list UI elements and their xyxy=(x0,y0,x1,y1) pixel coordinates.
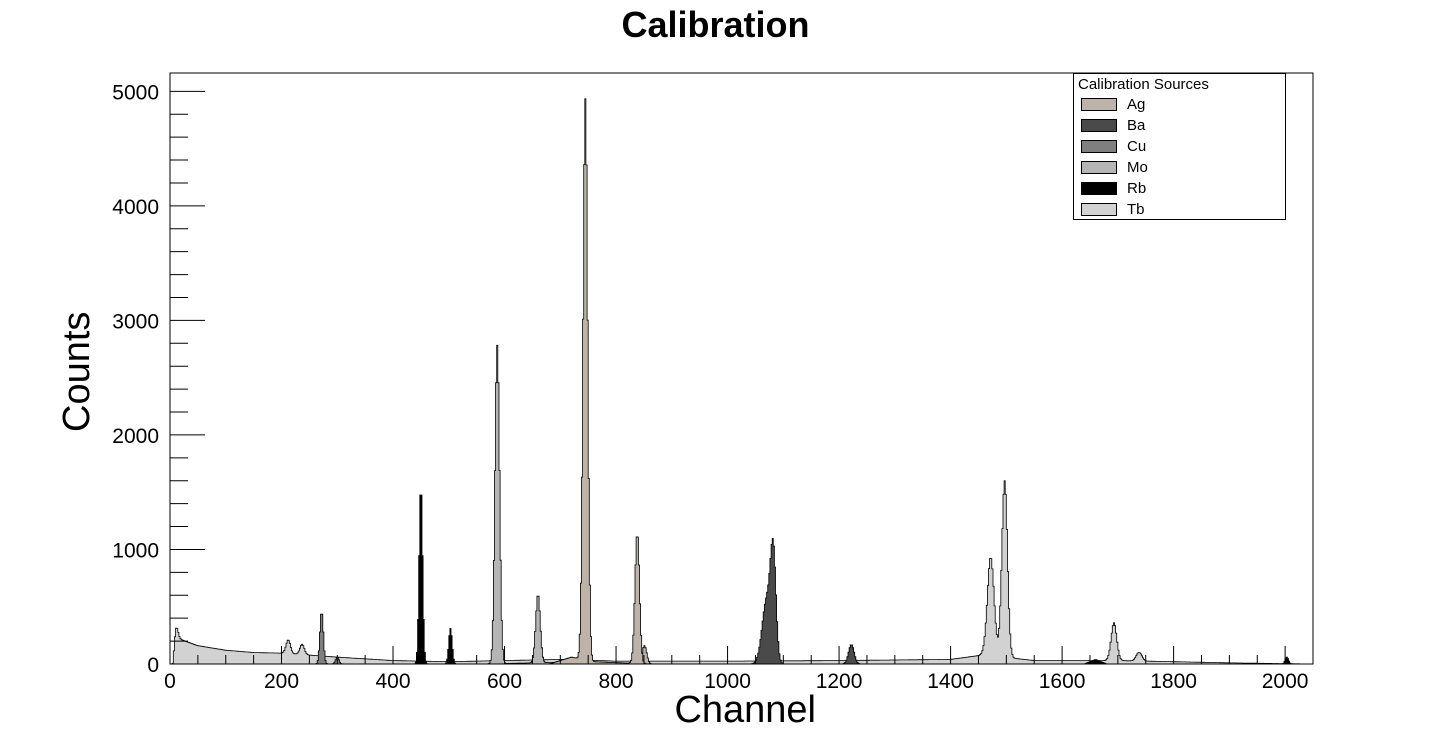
y-tick-label: 2000 xyxy=(112,425,159,448)
series-mo xyxy=(170,344,1309,665)
x-tick-label: 600 xyxy=(487,670,522,693)
legend: Calibration Sources Ag Ba Cu Mo Rb Tb xyxy=(1073,73,1286,220)
y-tick-label: 3000 xyxy=(112,310,159,333)
x-tick-label: 800 xyxy=(599,670,634,693)
legend-entry-rb: Rb xyxy=(1081,180,1281,198)
legend-label: Cu xyxy=(1127,138,1147,155)
series-tb xyxy=(170,480,1309,665)
legend-entry-ba: Ba xyxy=(1081,117,1281,135)
series-rb xyxy=(170,494,1309,665)
x-tick-label: 2000 xyxy=(1262,670,1309,693)
chart-title: Calibration xyxy=(621,4,810,45)
legend-entry-mo: Mo xyxy=(1081,159,1281,177)
series-ba xyxy=(170,538,1309,665)
legend-label: Ba xyxy=(1127,117,1146,134)
x-tick-label: 200 xyxy=(264,670,299,693)
x-axis: 0 200 400 600 800 1000 1200 1400 1600 1800 2000 xyxy=(164,646,1314,693)
plot-frame xyxy=(169,72,1314,665)
legend-swatch xyxy=(1081,203,1117,216)
x-tick-label: 1800 xyxy=(1150,670,1197,693)
y-tick-label: 5000 xyxy=(112,81,159,104)
x-tick-label: 1600 xyxy=(1039,670,1086,693)
legend-title: Calibration Sources xyxy=(1078,76,1209,93)
legend-swatch xyxy=(1081,119,1117,132)
legend-entry-ag: Ag xyxy=(1081,96,1281,114)
y-axis: 0 1000 2000 3000 4000 5000 xyxy=(112,81,205,677)
y-axis-label: Counts xyxy=(56,312,98,432)
legend-label: Ag xyxy=(1127,96,1146,113)
legend-swatch xyxy=(1081,140,1117,153)
y-tick-label: 4000 xyxy=(112,196,159,219)
y-tick-label: 1000 xyxy=(112,539,159,562)
x-axis-label: Channel xyxy=(674,689,816,731)
x-tick-label: 1000 xyxy=(704,670,751,693)
legend-label: Tb xyxy=(1127,201,1145,218)
legend-swatch xyxy=(1081,182,1117,195)
legend-swatch xyxy=(1081,161,1117,174)
legend-entry-tb: Tb xyxy=(1081,201,1281,219)
legend-label: Rb xyxy=(1127,180,1147,197)
legend-swatch xyxy=(1081,98,1117,111)
legend-entry-cu: Cu xyxy=(1081,138,1281,156)
x-tick-label: 1400 xyxy=(927,670,974,693)
legend-label: Mo xyxy=(1127,159,1148,176)
x-tick-label: 1200 xyxy=(816,670,863,693)
x-tick-label: 400 xyxy=(376,670,411,693)
y-tick-label: 0 xyxy=(147,654,159,677)
x-tick-label: 0 xyxy=(164,670,176,693)
